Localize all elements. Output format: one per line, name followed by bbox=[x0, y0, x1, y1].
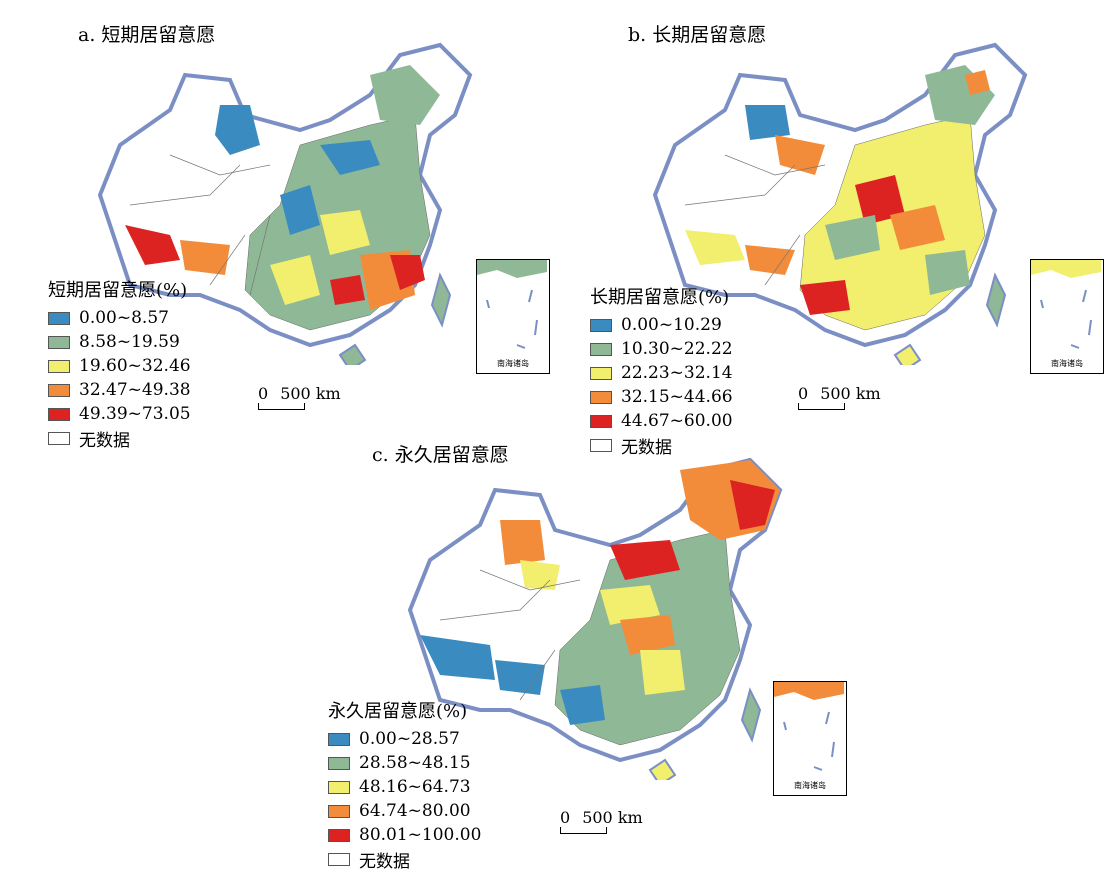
legend-swatch bbox=[590, 438, 612, 452]
panel-b-title: b. 长期居留意愿 bbox=[628, 24, 767, 46]
legend-item: 44.67~60.00 bbox=[590, 409, 733, 433]
legend-label: 64.74~80.00 bbox=[359, 801, 471, 821]
scale-zero: 0 bbox=[258, 384, 269, 403]
inset-label: 南海诸岛 bbox=[1051, 359, 1083, 368]
legend-swatch bbox=[48, 335, 70, 349]
inset-label: 南海诸岛 bbox=[497, 359, 529, 368]
legend-label: 32.47~49.38 bbox=[79, 380, 191, 400]
legend-label: 10.30~22.22 bbox=[621, 339, 733, 359]
legend-swatch bbox=[328, 756, 350, 770]
legend-label: 80.01~100.00 bbox=[359, 825, 482, 845]
legend-item: 32.47~49.38 bbox=[48, 378, 191, 402]
legend-swatch bbox=[590, 342, 612, 356]
legend-item: 80.01~100.00 bbox=[328, 823, 481, 847]
legend-item: 10.30~22.22 bbox=[590, 337, 733, 361]
legend-label: 49.39~73.05 bbox=[79, 404, 191, 424]
panel-b-map bbox=[652, 42, 1028, 365]
panel-a-title: a. 短期居留意愿 bbox=[78, 24, 216, 46]
legend-swatch bbox=[328, 852, 350, 866]
panel-a-legend-title: 短期居留意愿(%) bbox=[48, 280, 188, 301]
legend-swatch bbox=[590, 366, 612, 380]
legend-item-no-data: 无数据 bbox=[48, 426, 191, 451]
legend-swatch bbox=[328, 732, 350, 746]
legend-label: 0.00~10.29 bbox=[621, 315, 722, 335]
legend-item: 8.58~19.59 bbox=[48, 330, 191, 354]
legend-label: 19.60~32.46 bbox=[79, 356, 191, 376]
legend-item-no-data: 无数据 bbox=[328, 847, 481, 872]
legend-item: 48.16~64.73 bbox=[328, 775, 481, 799]
legend-swatch bbox=[590, 414, 612, 428]
panel-c-legend-title: 永久居留意愿(%) bbox=[328, 701, 468, 722]
legend-item: 0.00~10.29 bbox=[590, 313, 733, 337]
legend-label: 0.00~28.57 bbox=[359, 729, 460, 749]
panel-c-scale-bar: 0 500 km bbox=[560, 808, 643, 834]
legend-label: 无数据 bbox=[359, 851, 410, 872]
legend-swatch bbox=[48, 311, 70, 325]
scale-label: 500 km bbox=[582, 808, 643, 827]
legend-label: 8.58~19.59 bbox=[79, 332, 180, 352]
scale-zero: 0 bbox=[560, 808, 571, 827]
scale-label: 500 km bbox=[820, 384, 881, 403]
panel-c-south-china-sea-inset: 南海诸岛 bbox=[773, 681, 847, 796]
panel-c-map bbox=[407, 457, 783, 780]
legend-label: 32.15~44.66 bbox=[621, 387, 733, 407]
legend-item: 32.15~44.66 bbox=[590, 385, 733, 409]
legend-swatch bbox=[328, 780, 350, 794]
panel-a-south-china-sea-inset: 南海诸岛 bbox=[476, 259, 550, 374]
legend-swatch bbox=[48, 359, 70, 373]
legend-swatch bbox=[590, 318, 612, 332]
legend-item: 19.60~32.46 bbox=[48, 354, 191, 378]
legend-swatch bbox=[590, 390, 612, 404]
legend-label: 28.58~48.15 bbox=[359, 753, 471, 773]
legend-label: 48.16~64.73 bbox=[359, 777, 471, 797]
panel-c-title: c. 永久居留意愿 bbox=[372, 444, 509, 466]
legend-swatch bbox=[48, 407, 70, 421]
legend-swatch bbox=[48, 383, 70, 397]
panel-b-south-china-sea-inset: 南海诸岛 bbox=[1030, 259, 1104, 374]
legend-label: 0.00~8.57 bbox=[79, 308, 169, 328]
legend-item: 22.23~32.14 bbox=[590, 361, 733, 385]
legend-item: 0.00~8.57 bbox=[48, 306, 191, 330]
legend-label: 无数据 bbox=[621, 437, 672, 458]
legend-label: 无数据 bbox=[79, 430, 130, 451]
legend-swatch bbox=[48, 431, 70, 445]
panel-a-map bbox=[97, 42, 473, 365]
legend-swatch bbox=[328, 804, 350, 818]
legend-item: 49.39~73.05 bbox=[48, 402, 191, 426]
scale-label: 500 km bbox=[280, 384, 341, 403]
scale-zero: 0 bbox=[798, 384, 809, 403]
legend-label: 44.67~60.00 bbox=[621, 411, 733, 431]
legend-item-no-data: 无数据 bbox=[590, 433, 733, 458]
legend-swatch bbox=[328, 828, 350, 842]
panel-a-scale-bar: 0 500 km bbox=[258, 384, 341, 410]
inset-label: 南海诸岛 bbox=[794, 781, 826, 790]
legend-item: 0.00~28.57 bbox=[328, 727, 481, 751]
legend-label: 22.23~32.14 bbox=[621, 363, 733, 383]
panel-b-legend-title: 长期居留意愿(%) bbox=[590, 287, 730, 308]
legend-item: 64.74~80.00 bbox=[328, 799, 481, 823]
legend-item: 28.58~48.15 bbox=[328, 751, 481, 775]
panel-b-scale-bar: 0 500 km bbox=[798, 384, 881, 410]
